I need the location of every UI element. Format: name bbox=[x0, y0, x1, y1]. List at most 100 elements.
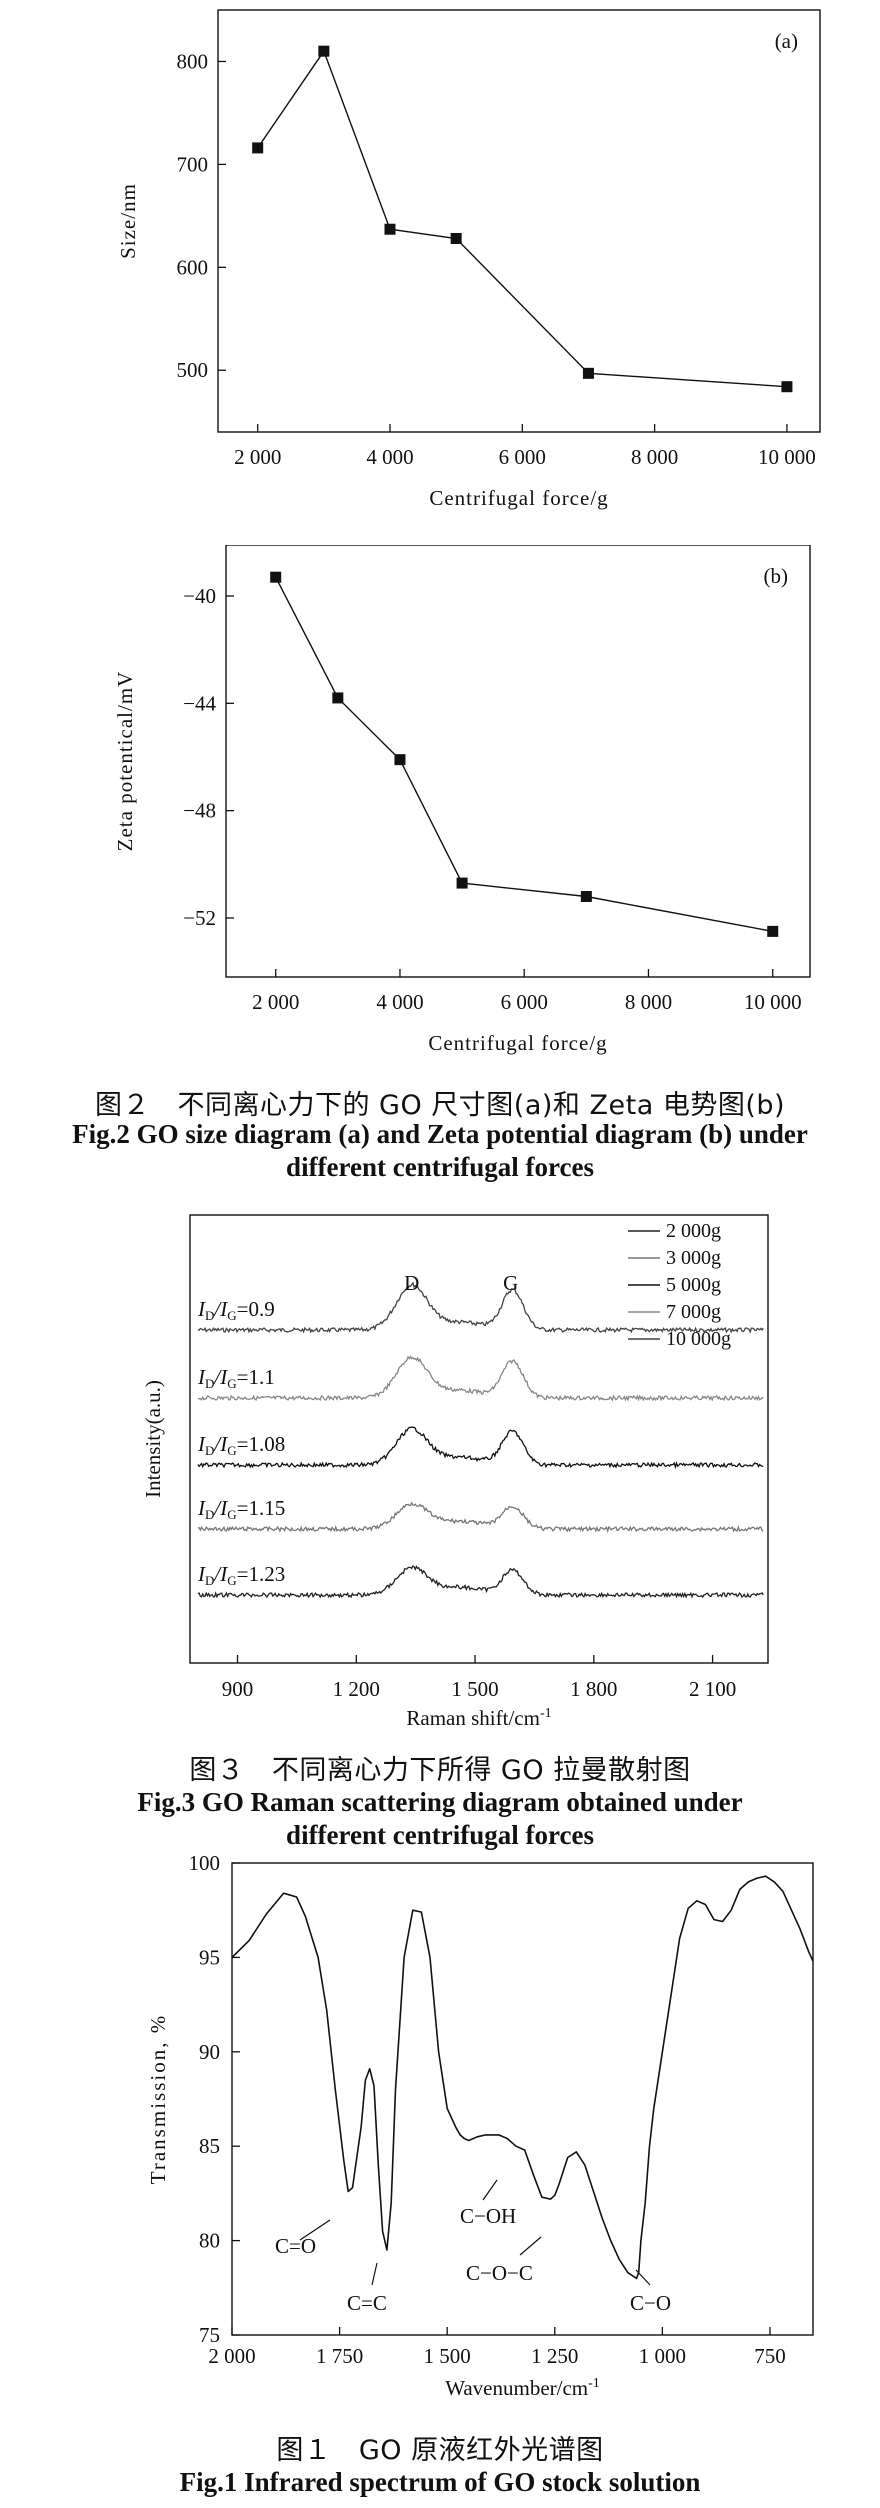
ratio-label: ID/IG=1.08 bbox=[197, 1432, 285, 1458]
panel-label: (b) bbox=[764, 564, 789, 588]
ratio-label-part: G bbox=[227, 1376, 236, 1391]
legend-label: 5 000g bbox=[666, 1274, 721, 1296]
y-axis-label: Zeta potentical/mV bbox=[113, 671, 137, 852]
data-point bbox=[580, 891, 592, 903]
x-tick-label: 4 000 bbox=[376, 990, 423, 1014]
ratio-label-part: D bbox=[205, 1308, 214, 1323]
fig1-caption-cn: 图１ GO 原液红外光谱图 bbox=[276, 2435, 604, 2466]
y-tick-label: 600 bbox=[177, 255, 209, 279]
x-axis-label: Wavenumber/cm-1 bbox=[445, 2376, 600, 2400]
raman-series-line bbox=[197, 1281, 764, 1334]
ratio-label: ID/IG=0.9 bbox=[197, 1297, 275, 1323]
fig3-caption-en: Fig.3 GO Raman scattering diagram obtain… bbox=[137, 1787, 743, 1850]
panel-label: (a) bbox=[775, 29, 798, 53]
x-tick-label: 1 000 bbox=[639, 2344, 686, 2368]
size-chart: 2 000 4 000 6 000 8 000 10 000 500 600 700 800 (a… bbox=[116, 9, 821, 510]
x-axis-label: Centrifugal force/g bbox=[429, 486, 608, 510]
x-tick-label: 10 000 bbox=[758, 445, 816, 469]
peak-label: G bbox=[503, 1271, 518, 1295]
x-axis-label: Centrifugal force/g bbox=[428, 1031, 607, 1055]
ratio-label-part: I bbox=[197, 1365, 206, 1389]
data-point bbox=[767, 925, 779, 937]
plot-frame bbox=[231, 1862, 814, 2336]
x-axis-label-sup: -1 bbox=[588, 2376, 600, 2391]
peak-label: D bbox=[404, 1271, 419, 1295]
plot-frame bbox=[217, 9, 821, 433]
data-point bbox=[582, 367, 594, 379]
x-tick-label: 2 100 bbox=[689, 1677, 736, 1701]
x-tick-label: 1 750 bbox=[316, 2344, 363, 2368]
annotation-leader bbox=[371, 2262, 378, 2286]
ratio-label-part: I bbox=[197, 1496, 206, 1520]
ir-spectrum-line bbox=[231, 1875, 814, 2280]
ratio-label-part: I bbox=[197, 1562, 206, 1586]
ratio-label-part: G bbox=[227, 1308, 236, 1323]
ratio-label-part: =0.9 bbox=[237, 1297, 275, 1321]
raman-series-line bbox=[197, 1501, 764, 1534]
raman-series-line bbox=[197, 1354, 764, 1402]
data-point bbox=[456, 877, 468, 889]
y-tick-label: −48 bbox=[183, 799, 216, 823]
ratio-label-part: =1.15 bbox=[237, 1496, 286, 1520]
annotation-leader bbox=[482, 2179, 498, 2201]
x-tick-label: 1 200 bbox=[333, 1677, 380, 1701]
x-tick-label: 1 800 bbox=[570, 1677, 617, 1701]
ratio-label-part: /I bbox=[213, 1562, 228, 1586]
series-line bbox=[257, 49, 787, 388]
legend-label: 3 000g bbox=[666, 1247, 721, 1269]
ratio-label: ID/IG=1.23 bbox=[197, 1562, 285, 1588]
y-axis-label: Transmission, % bbox=[146, 2014, 170, 2184]
ratio-label: ID/IG=1.15 bbox=[197, 1496, 285, 1522]
y-tick-label: −40 bbox=[183, 584, 216, 608]
ratio-label-part: D bbox=[205, 1376, 214, 1391]
x-tick-label: 4 000 bbox=[366, 445, 413, 469]
y-tick-label: 100 bbox=[189, 1855, 221, 1875]
data-point bbox=[252, 142, 264, 154]
ratio-label-part: =1.23 bbox=[237, 1562, 286, 1586]
x-tick-label: 750 bbox=[754, 2344, 786, 2368]
annotation-label: C=C bbox=[347, 2291, 387, 2315]
x-tick-label: 8 000 bbox=[625, 990, 672, 1014]
ratio-label-part: D bbox=[205, 1443, 214, 1458]
fig2-caption-cn: 图２ 不同离心力下的 GO 尺寸图(a)和 Zeta 电势图(b) bbox=[94, 1090, 786, 1121]
y-tick-label: −52 bbox=[183, 906, 216, 930]
annotation-leader bbox=[519, 2236, 542, 2256]
fig1-caption-en: Fig.1 Infrared spectrum of GO stock solu… bbox=[179, 2467, 701, 2497]
fig3-caption-cn: 图３ 不同离心力下所得 GO 拉曼散射图 bbox=[189, 1755, 691, 1786]
x-tick-label: 1 250 bbox=[531, 2344, 578, 2368]
data-point bbox=[384, 223, 396, 235]
x-tick-label: 6 000 bbox=[499, 445, 546, 469]
data-point bbox=[270, 571, 282, 583]
y-tick-label: 75 bbox=[199, 2323, 220, 2347]
plot-frame bbox=[189, 1214, 769, 1664]
raman-series-line bbox=[197, 1565, 764, 1599]
fig2-caption-en: Fig.2 GO size diagram (a) and Zeta poten… bbox=[72, 1119, 808, 1182]
ratio-label-part: I bbox=[197, 1297, 206, 1321]
y-axis-label: Size/nm bbox=[116, 183, 140, 259]
data-point bbox=[318, 45, 330, 57]
data-point bbox=[450, 232, 462, 244]
ratio-label-part: G bbox=[227, 1507, 236, 1522]
ratio-label: ID/IG=1.1 bbox=[197, 1365, 275, 1391]
y-tick-label: 700 bbox=[177, 152, 209, 176]
zeta-chart: 2 000 4 000 6 000 8 000 10 000 −40 −44 −48 −52 (b… bbox=[113, 545, 811, 1055]
y-tick-label: 95 bbox=[199, 1945, 220, 1969]
y-tick-label: 85 bbox=[199, 2134, 220, 2158]
ratio-label-part: D bbox=[205, 1573, 214, 1588]
annotation-label: C−O bbox=[630, 2291, 671, 2315]
y-tick-label: 800 bbox=[177, 49, 209, 73]
ratio-label-part: /I bbox=[213, 1432, 228, 1456]
ratio-label-part: =1.1 bbox=[237, 1365, 275, 1389]
data-point bbox=[781, 381, 793, 393]
y-tick-label: −44 bbox=[183, 691, 216, 715]
annotation-leader bbox=[299, 2219, 331, 2241]
raman-chart: 900 1 200 1 500 1 800 2 100ID/IG=0.9ID/IG=1.… bbox=[141, 1214, 769, 1730]
ir-chart: 2 000 1 750 1 500 1 250 1 000 750 75 80 85 90 95 10… bbox=[146, 1855, 814, 2400]
x-tick-label: 2 000 bbox=[252, 990, 299, 1014]
series-line bbox=[275, 576, 773, 933]
x-tick-label: 8 000 bbox=[631, 445, 678, 469]
x-tick-label: 2 000 bbox=[234, 445, 281, 469]
x-tick-label: 2 000 bbox=[208, 2344, 255, 2368]
x-axis-label-sup: -1 bbox=[540, 1706, 552, 1721]
y-tick-label: 90 bbox=[199, 2040, 220, 2064]
